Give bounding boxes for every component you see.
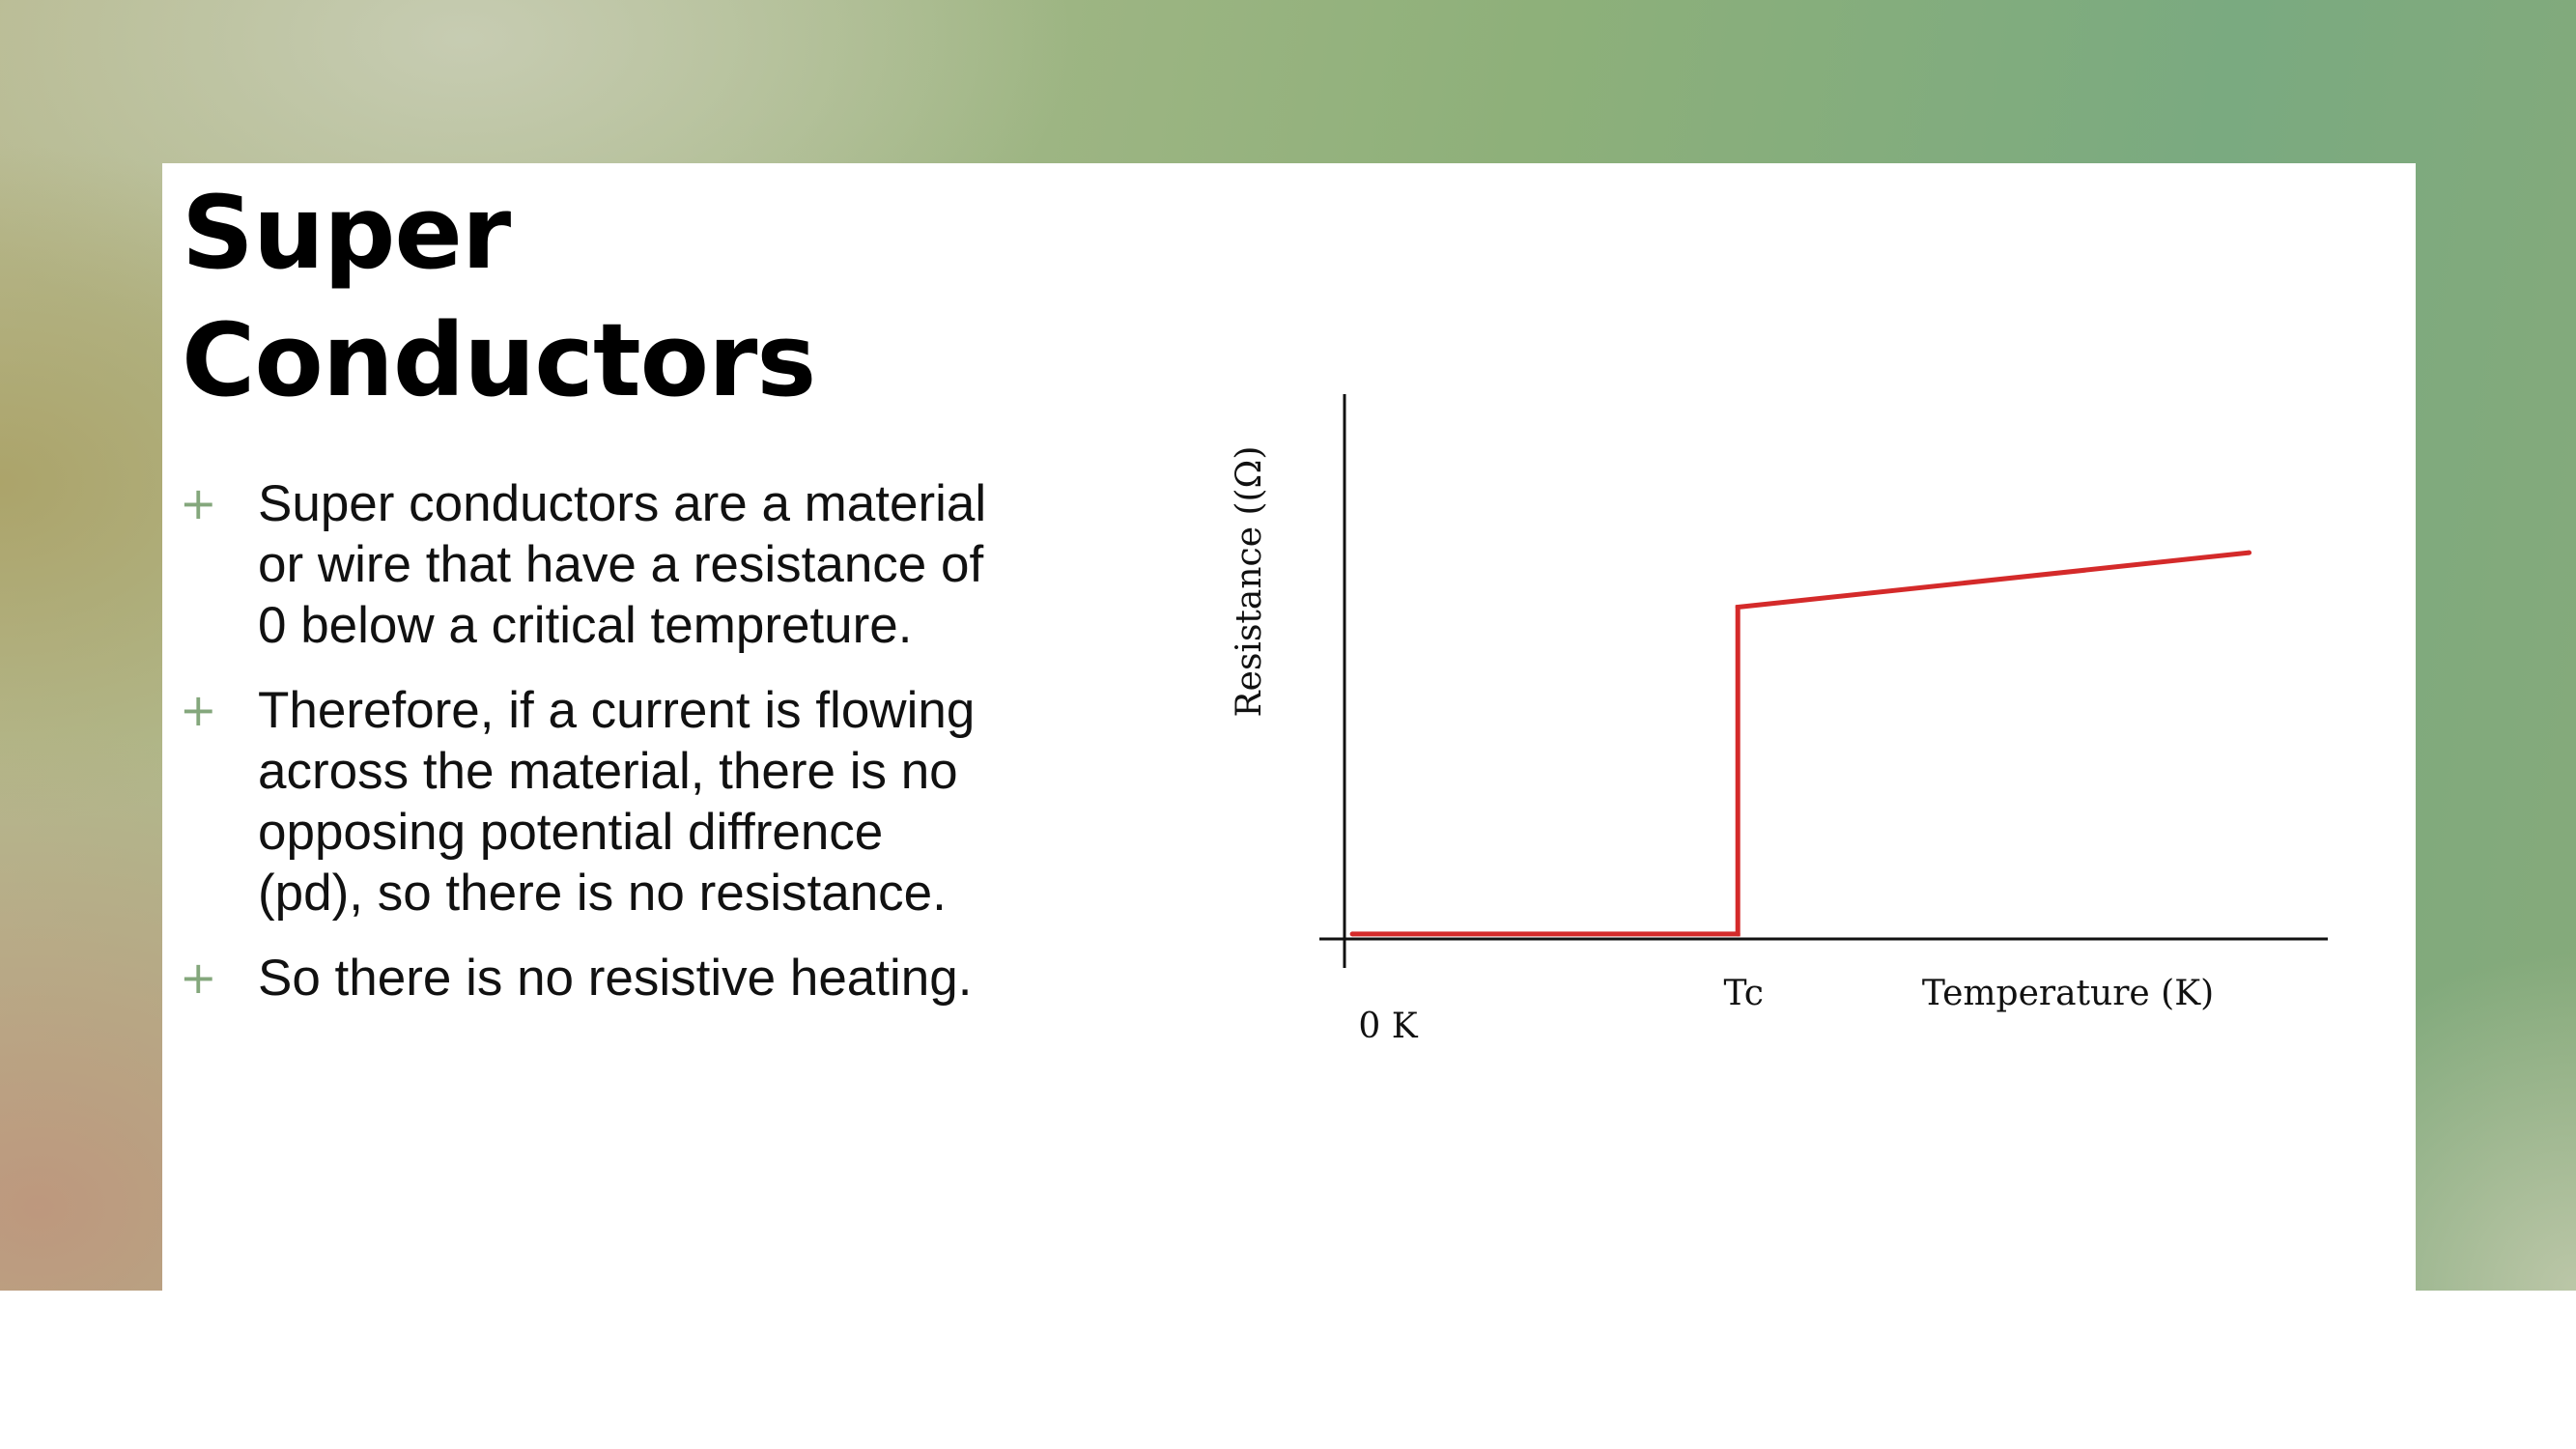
bullet-text: Therefore, if a current is flowing acros… bbox=[258, 682, 976, 922]
series-layer bbox=[1349, 550, 2252, 937]
plus-bullet-icon: + bbox=[180, 684, 217, 736]
bullet-item: + Super conductors are a material or wir… bbox=[180, 473, 991, 656]
resistance-temperature-chart: Resistance ((Ω) Temperature (K) 0 K Tc bbox=[1230, 394, 2328, 1046]
x-tick-labels: Tc bbox=[1724, 974, 1764, 1013]
origin-label: 0 K bbox=[1358, 1007, 1418, 1046]
plus-bullet-icon: + bbox=[180, 477, 217, 529]
curve-point-1 bbox=[1735, 931, 1741, 937]
content-panel bbox=[162, 163, 2416, 1291]
curve-point-2 bbox=[1735, 605, 1741, 610]
curve-point-3 bbox=[2247, 550, 2252, 555]
plus-bullet-icon: + bbox=[180, 952, 217, 1004]
slide-title-line-2: Conductors bbox=[182, 301, 816, 419]
x-tick-label-tc: Tc bbox=[1724, 974, 1764, 1013]
slide-title-line-1: Super bbox=[182, 174, 511, 292]
bullet-text: Super conductors are a material or wire … bbox=[258, 475, 987, 654]
slide-title: Super Conductors bbox=[182, 169, 816, 424]
bullet-text: So there is no resistive heating. bbox=[258, 950, 973, 1007]
bullet-item: + So there is no resistive heating. bbox=[180, 948, 991, 1009]
x-axis-label: Temperature (K) bbox=[1922, 974, 2214, 1013]
y-axis-label: Resistance ((Ω) bbox=[1230, 446, 1269, 718]
bullet-item: + Therefore, if a current is flowing acr… bbox=[180, 680, 991, 923]
bullet-list: + Super conductors are a material or wir… bbox=[180, 473, 991, 1033]
curve-point-0 bbox=[1349, 931, 1355, 937]
resistance-curve bbox=[1352, 550, 2250, 937]
